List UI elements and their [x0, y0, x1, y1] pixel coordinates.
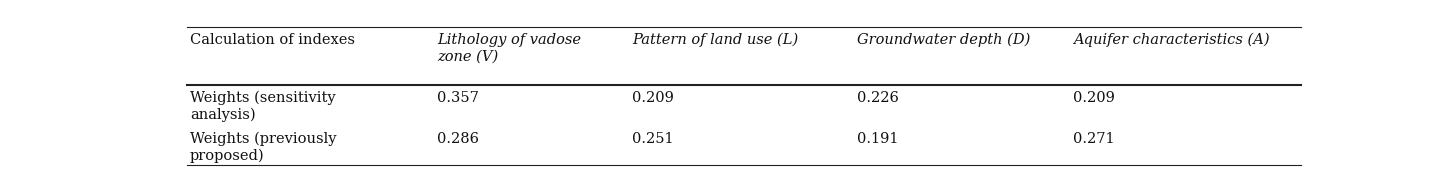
Text: Weights (sensitivity
analysis): Weights (sensitivity analysis): [190, 91, 336, 122]
Text: Pattern of land use (L): Pattern of land use (L): [633, 33, 798, 48]
Text: Groundwater depth (D): Groundwater depth (D): [857, 33, 1030, 48]
Text: 0.286: 0.286: [437, 132, 479, 146]
Text: 0.191: 0.191: [857, 132, 898, 146]
Text: 0.226: 0.226: [857, 91, 898, 105]
Text: Calculation of indexes: Calculation of indexes: [190, 33, 355, 47]
Text: 0.357: 0.357: [437, 91, 479, 105]
Text: Lithology of vadose
zone (V): Lithology of vadose zone (V): [437, 33, 581, 63]
Text: 0.209: 0.209: [1073, 91, 1115, 105]
Text: 0.209: 0.209: [633, 91, 673, 105]
Text: Aquifer characteristics (A): Aquifer characteristics (A): [1073, 33, 1270, 48]
Text: Weights (previously
proposed): Weights (previously proposed): [190, 132, 336, 163]
Text: 0.271: 0.271: [1073, 132, 1115, 146]
Text: 0.251: 0.251: [633, 132, 673, 146]
